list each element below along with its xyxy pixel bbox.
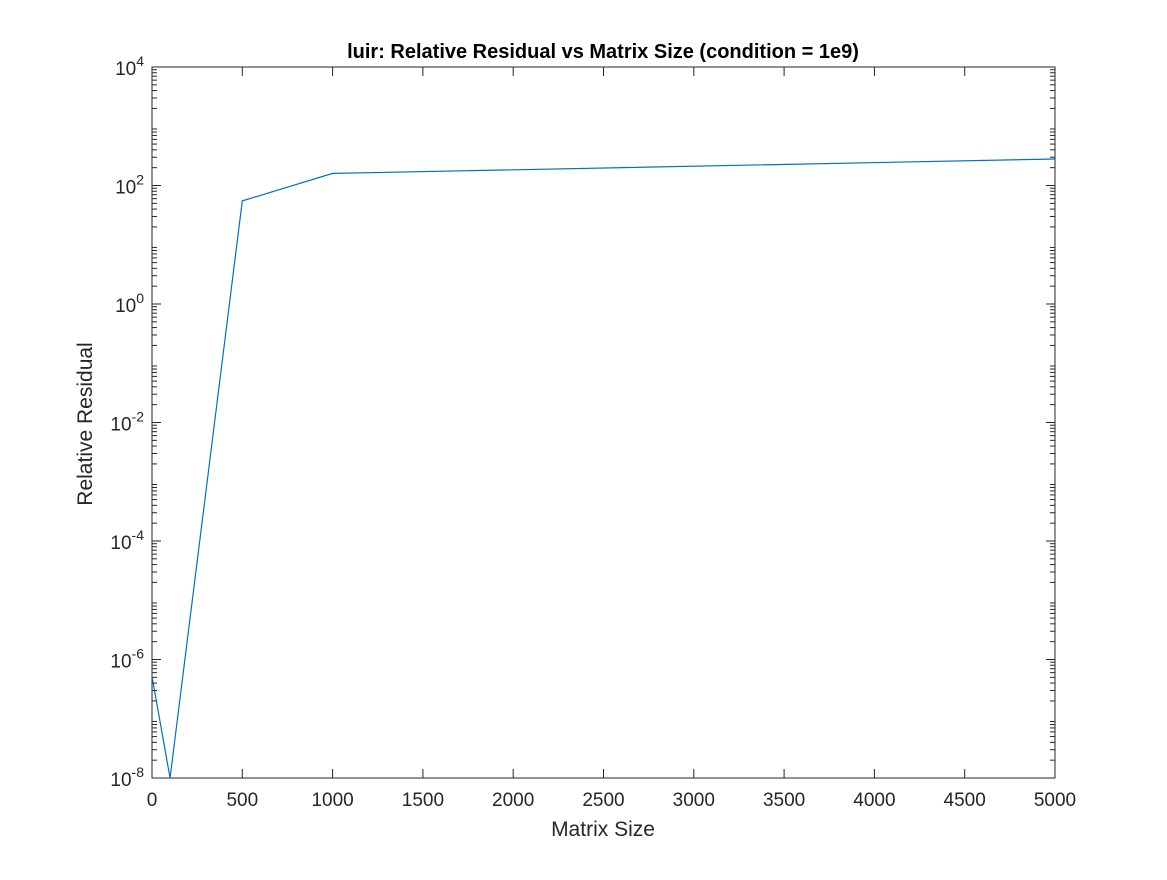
x-tick-label: 4500 — [944, 790, 986, 811]
y-tick-label: 10-2 — [110, 409, 144, 436]
x-tick-label: 1500 — [402, 790, 444, 811]
y-tick-label-exponent: 0 — [136, 290, 144, 306]
x-axis-label: Matrix Size — [551, 818, 655, 841]
y-tick-label: 10-8 — [110, 764, 144, 791]
y-tick-label-exponent: -6 — [132, 646, 145, 662]
x-tick-label: 4000 — [853, 790, 895, 811]
y-tick-label: 100 — [115, 290, 144, 317]
y-tick-label-base: 10 — [115, 178, 136, 199]
y-axis-label: Relative Residual — [74, 342, 97, 505]
y-tick-label-base: 10 — [110, 533, 131, 554]
y-tick-label: 104 — [115, 53, 144, 80]
y-tick-label-base: 10 — [115, 296, 136, 317]
y-tick-label-exponent: -2 — [132, 409, 145, 425]
chart-title: luir: Relative Residual vs Matrix Size (… — [347, 41, 859, 63]
y-tick-label: 10-6 — [110, 646, 144, 673]
y-tick-label-base: 10 — [110, 770, 131, 791]
y-tick-label-exponent: -8 — [132, 764, 145, 780]
x-tick-label: 2500 — [582, 790, 624, 811]
y-tick-label-base: 10 — [110, 652, 131, 673]
y-tick-label-exponent: 4 — [136, 53, 144, 69]
x-tick-label: 2000 — [492, 790, 534, 811]
x-tick-label: 500 — [226, 790, 258, 811]
y-tick-label: 10-4 — [110, 527, 144, 554]
y-tick-label-exponent: -4 — [132, 527, 145, 543]
axes-box — [151, 66, 1056, 779]
x-tick-label: 5000 — [1034, 790, 1076, 811]
x-tick-label: 3500 — [763, 790, 805, 811]
x-tick-label: 1000 — [311, 790, 353, 811]
y-tick-label-base: 10 — [110, 415, 131, 436]
x-tick-label: 3000 — [673, 790, 715, 811]
plot-area: 0 500 1000 1500 2000 2500 3000 3500 4000 4500 5000… — [110, 53, 1076, 811]
series-line — [151, 158, 1056, 779]
y-tick-label-exponent: 2 — [136, 172, 144, 188]
x-tick-label: 0 — [147, 790, 158, 811]
y-tick-label-base: 10 — [115, 59, 136, 80]
y-tick-label: 102 — [115, 172, 144, 199]
